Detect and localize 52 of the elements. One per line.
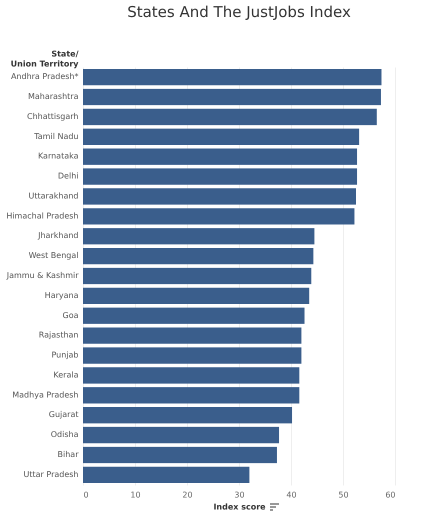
y-tick-label: Maharashtra bbox=[28, 92, 79, 102]
y-tick-label: Uttar Pradesh bbox=[24, 470, 78, 479]
bar bbox=[83, 446, 277, 464]
bar bbox=[83, 466, 250, 484]
bar bbox=[83, 328, 302, 344]
bar bbox=[83, 407, 292, 424]
y-tick-label: Karnataka bbox=[38, 152, 79, 161]
y-tick-label: Madhya Pradesh bbox=[12, 390, 78, 400]
x-tick-label: 20 bbox=[182, 490, 193, 500]
y-tick-label: Andhra Pradesh* bbox=[10, 72, 78, 82]
y-tick-label: Gujarat bbox=[48, 410, 78, 420]
bar bbox=[83, 208, 354, 224]
y-tick-label: Uttarakhand bbox=[28, 191, 78, 200]
y-tick-label: Chhattisgarh bbox=[27, 112, 78, 121]
y-axis-title: State/ Union Territory bbox=[10, 50, 80, 68]
bar bbox=[83, 128, 360, 145]
bar bbox=[83, 168, 358, 185]
x-tick-label: 30 bbox=[234, 490, 245, 500]
x-tick-label: 0 bbox=[84, 490, 89, 500]
bar bbox=[83, 88, 381, 106]
bar bbox=[83, 248, 314, 264]
bar bbox=[83, 188, 356, 205]
x-tick-label: 60 bbox=[385, 490, 396, 500]
x-tick-label: 50 bbox=[338, 490, 349, 500]
bar bbox=[83, 268, 312, 284]
x-axis-title: Index score bbox=[213, 502, 266, 512]
bar bbox=[83, 387, 300, 404]
y-tick-label: Bihar bbox=[58, 450, 80, 459]
bar bbox=[83, 426, 280, 444]
bar bbox=[83, 308, 305, 324]
bar bbox=[83, 288, 310, 304]
y-tick-label: Delhi bbox=[58, 172, 78, 181]
y-tick-label: Jharkhand bbox=[37, 231, 78, 240]
y-tick-label: Goa bbox=[62, 310, 79, 320]
y-tick-label: Haryana bbox=[44, 290, 79, 300]
bar bbox=[83, 148, 358, 165]
y-tick-label: Punjab bbox=[51, 350, 78, 360]
y-tick-label: Odisha bbox=[50, 430, 79, 440]
y-tick-label: Tamil Nadu bbox=[33, 132, 78, 141]
bar bbox=[83, 68, 382, 86]
x-tick-label: 10 bbox=[130, 490, 141, 500]
y-tick-label: Rajasthan bbox=[38, 330, 78, 340]
chart-title: States And The JustJobs Index bbox=[127, 3, 351, 21]
y-tick-label: West Bengal bbox=[28, 251, 78, 260]
bar bbox=[83, 108, 377, 126]
y-tick-label: Himachal Pradesh bbox=[6, 211, 78, 220]
bar bbox=[83, 228, 314, 244]
y-tick-label: Jammu & Kashmir bbox=[6, 271, 80, 280]
bar bbox=[83, 367, 300, 384]
y-tick-label: Kerala bbox=[53, 370, 79, 380]
bar bbox=[83, 347, 302, 364]
x-tick-label: 40 bbox=[286, 490, 297, 500]
